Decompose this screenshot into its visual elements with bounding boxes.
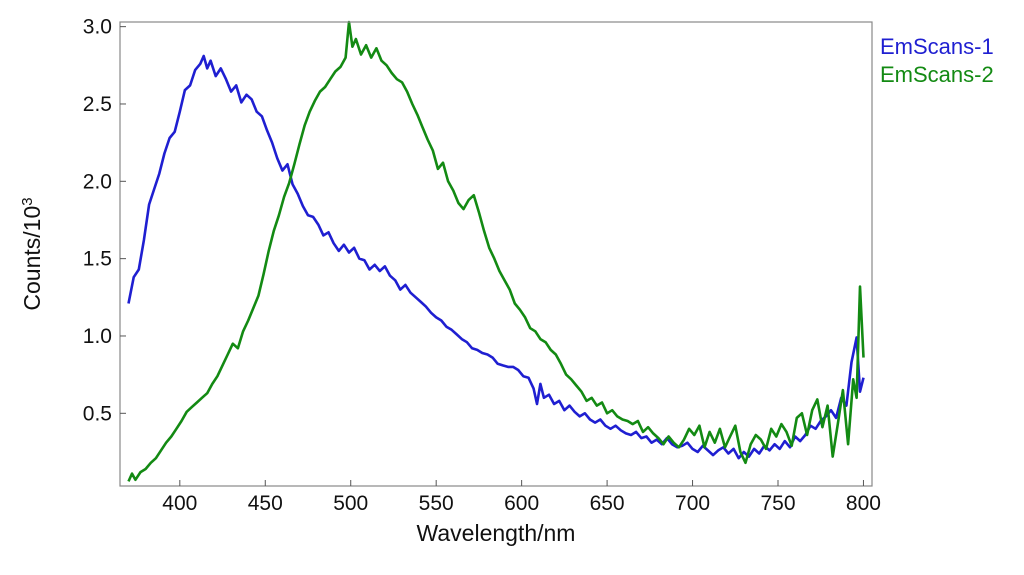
x-tick-label: 450 — [248, 492, 283, 515]
y-axis-label: Counts/103 — [19, 197, 46, 310]
y-tick-label: 3.0 — [83, 16, 112, 39]
x-tick-label: 750 — [760, 492, 795, 515]
y-tick-label: 1.5 — [83, 248, 112, 271]
series-line-2 — [127, 20, 865, 482]
x-axis-label: Wavelength/nm — [417, 520, 576, 546]
x-axis-ticks: 400 450 500 550 600 650 700 750 800 — [162, 480, 881, 515]
y-tick-label: 2.5 — [83, 93, 112, 116]
x-tick-label: 400 — [162, 492, 197, 515]
legend: EmScans-1 EmScans-2 — [880, 34, 994, 87]
y-axis-label-base: Counts/10 — [19, 206, 45, 311]
series-line-1 — [127, 54, 865, 460]
x-tick-label: 800 — [846, 492, 881, 515]
y-tick-label: 2.0 — [83, 170, 112, 193]
legend-entry-1: EmScans-1 — [880, 34, 994, 59]
x-tick-label: 600 — [504, 492, 539, 515]
x-tick-label: 700 — [675, 492, 710, 515]
y-axis-ticks: 0.5 1.0 1.5 2.0 2.5 3.0 — [83, 16, 126, 425]
x-tick-label: 550 — [419, 492, 454, 515]
plot-frame — [119, 21, 873, 487]
x-tick-label: 500 — [333, 492, 368, 515]
y-axis-label-exponent: 3 — [19, 197, 36, 205]
y-tick-label: 0.5 — [83, 402, 112, 425]
plot-lines — [127, 20, 865, 482]
legend-entry-2: EmScans-2 — [880, 62, 994, 87]
x-tick-label: 650 — [590, 492, 625, 515]
y-tick-label: 1.0 — [83, 325, 112, 348]
